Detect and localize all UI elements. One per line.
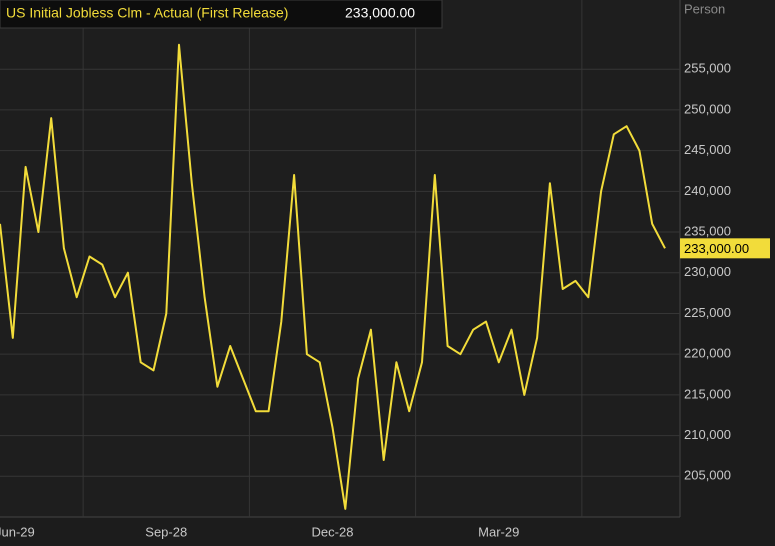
legend-value: 233,000.00 bbox=[345, 5, 415, 21]
legend-title: US Initial Jobless Clm - Actual (First R… bbox=[6, 5, 288, 21]
y-tick-label: 225,000 bbox=[684, 305, 731, 320]
y-tick-label: 205,000 bbox=[684, 468, 731, 483]
data-line bbox=[0, 43, 666, 510]
unit-label: Person bbox=[684, 1, 725, 16]
plot-background bbox=[0, 0, 680, 517]
y-tick-label: 245,000 bbox=[684, 142, 731, 157]
x-tick-label: Sep-28 bbox=[145, 524, 187, 539]
x-tick-label: Mar-29 bbox=[478, 524, 519, 539]
x-tick-label: Jun-29 bbox=[0, 524, 35, 539]
y-tick-label: 215,000 bbox=[684, 386, 731, 401]
y-tick-label: 235,000 bbox=[684, 223, 731, 238]
x-tick-label: Dec-28 bbox=[312, 524, 354, 539]
y-tick-label: 250,000 bbox=[684, 101, 731, 116]
y-tick-label: 230,000 bbox=[684, 264, 731, 279]
current-value-tag bbox=[680, 238, 770, 259]
legend-box bbox=[0, 0, 443, 29]
current-value-label: 233,000.00 bbox=[684, 241, 749, 256]
y-tick-label: 210,000 bbox=[684, 427, 731, 442]
y-tick-label: 255,000 bbox=[684, 61, 731, 76]
y-tick-label: 220,000 bbox=[684, 346, 731, 361]
y-tick-label: 240,000 bbox=[684, 183, 731, 198]
